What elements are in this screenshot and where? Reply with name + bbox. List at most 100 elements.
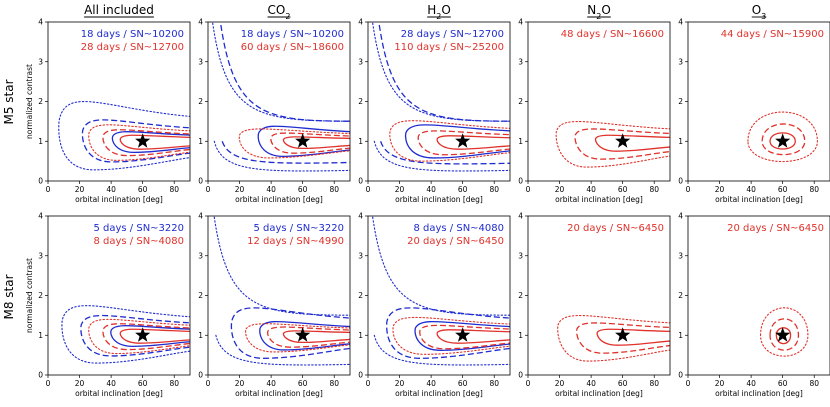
- true-value-star-marker: [295, 327, 311, 342]
- contour-dotted-0: [58, 101, 190, 171]
- contours: [557, 315, 670, 362]
- y-tick-label: 0: [678, 371, 683, 380]
- contour-solid-2: [257, 125, 350, 158]
- x-tick-label: 0: [206, 379, 211, 388]
- x-axis-label: orbital inclination [deg]: [555, 389, 643, 398]
- contour-dashed-1: [80, 314, 190, 357]
- x-tick-label: 0: [526, 379, 531, 388]
- true-value-star-marker: [455, 133, 471, 148]
- contour-solid-2: [775, 327, 792, 345]
- y-tick-label: 1: [518, 331, 523, 340]
- y-tick-label: 0: [358, 371, 363, 380]
- contour-dashed-1: [575, 322, 670, 354]
- y-tick-label: 0: [198, 371, 203, 380]
- x-tick-label: 60: [138, 379, 148, 388]
- x-axis-label: orbital inclination [deg]: [75, 389, 163, 398]
- y-tick-label: 4: [678, 212, 683, 221]
- x-tick-label: 20: [555, 379, 565, 388]
- y-tick-label: 0: [518, 371, 523, 380]
- annotation-1: 28 days / SN~12700: [81, 42, 184, 53]
- contour-dotted-3: [88, 124, 190, 161]
- annotation-0: 44 days / SN~15900: [721, 29, 824, 40]
- y-tick-label: 1: [198, 331, 203, 340]
- x-tick-label: 40: [266, 185, 276, 194]
- annotation-1: 12 days / SN~4990: [247, 236, 344, 247]
- contours: [372, 22, 510, 172]
- row-label-m5: M5 star: [2, 79, 16, 124]
- x-tick-label: 60: [778, 379, 788, 388]
- x-tick-label: 20: [235, 379, 245, 388]
- x-tick-label: 60: [298, 379, 308, 388]
- contour-solid-2: [404, 124, 510, 159]
- contours: [58, 101, 190, 171]
- panel-0-4: 0 20 40 60 80 0 1 2 3 4 orbital inclination [deg] O…: [678, 3, 830, 204]
- contour-dashed-4: [267, 326, 350, 348]
- y-tick-label: 1: [678, 137, 683, 146]
- x-tick-label: 20: [395, 185, 405, 194]
- annotation-1: 8 days / SN~4080: [93, 236, 184, 247]
- y-tick-label: 0: [358, 177, 363, 186]
- contour-dotted-3: [245, 323, 350, 353]
- y-tick-label: 0: [38, 177, 43, 186]
- contour-dashed-1: [574, 128, 670, 160]
- x-tick-label: 60: [138, 185, 148, 194]
- contour-solid-2: [111, 131, 190, 154]
- y-tick-label: 4: [198, 212, 203, 221]
- x-tick-label: 0: [526, 185, 531, 194]
- x-tick-label: 0: [46, 379, 51, 388]
- contour-solid-2: [769, 132, 796, 150]
- x-axis-label: orbital inclination [deg]: [75, 195, 163, 204]
- panel-title: N2O: [587, 3, 611, 21]
- y-tick-label: 3: [38, 57, 43, 66]
- row-labels: M5 star M8 star: [2, 79, 16, 319]
- true-value-star-marker: [135, 327, 151, 342]
- x-axis-label: orbital inclination [deg]: [235, 389, 323, 398]
- annotation-0: 5 days / SN~3220: [93, 223, 184, 234]
- x-tick-label: 80: [489, 379, 499, 388]
- contour-dashed-4: [270, 132, 350, 154]
- y-tick-label: 4: [358, 18, 363, 27]
- panel-0-3: 0 20 40 60 80 0 1 2 3 4 orbital inclination [deg] N…: [518, 3, 671, 204]
- y-tick-label: 0: [518, 177, 523, 186]
- contour-dashed-4: [417, 130, 510, 156]
- x-tick-label: 40: [586, 185, 596, 194]
- axes-frame: [527, 215, 671, 376]
- contour-solid-2: [110, 325, 190, 348]
- contour-solid-5: [119, 328, 190, 344]
- x-axis-label: orbital inclination [deg]: [555, 195, 643, 204]
- y-tick-label: 1: [198, 137, 203, 146]
- x-tick-label: 0: [206, 185, 211, 194]
- y-tick-label: 2: [518, 291, 523, 300]
- y-tick-label: 2: [358, 291, 363, 300]
- y-axis-label: normalized contrast: [25, 258, 34, 333]
- contour-solid-2: [594, 134, 670, 152]
- x-tick-label: 20: [715, 379, 725, 388]
- x-tick-label: 20: [555, 185, 565, 194]
- x-tick-label: 20: [75, 379, 85, 388]
- y-tick-label: 1: [678, 331, 683, 340]
- panel-0-0: 0 20 40 60 80 0 1 2 3 4 orbital inclination [deg] n…: [25, 3, 191, 204]
- x-tick-label: 60: [458, 185, 468, 194]
- y-tick-label: 4: [358, 212, 363, 221]
- y-tick-label: 4: [38, 18, 43, 27]
- row-label-m8: M8 star: [2, 274, 16, 319]
- contour-solid-2: [596, 328, 670, 346]
- y-tick-label: 2: [358, 97, 363, 106]
- x-tick-label: 60: [618, 379, 628, 388]
- contour-solid-5: [282, 330, 350, 344]
- x-tick-label: 80: [649, 185, 659, 194]
- y-tick-label: 4: [38, 212, 43, 221]
- y-tick-label: 3: [518, 251, 523, 260]
- contour-dotted-0: [747, 111, 818, 163]
- contour-dotted-0: [213, 216, 350, 366]
- x-axis-label: orbital inclination [deg]: [395, 389, 483, 398]
- axes-frame: [527, 21, 671, 182]
- true-value-star-marker: [615, 133, 631, 148]
- contours: [555, 121, 670, 168]
- panel-title: CO2: [268, 3, 291, 21]
- x-tick-label: 60: [618, 185, 628, 194]
- contour-dotted-0: [555, 121, 670, 168]
- panel-0-1: 0 20 40 60 80 0 1 2 3 4 orbital inclination [deg] C…: [198, 3, 351, 204]
